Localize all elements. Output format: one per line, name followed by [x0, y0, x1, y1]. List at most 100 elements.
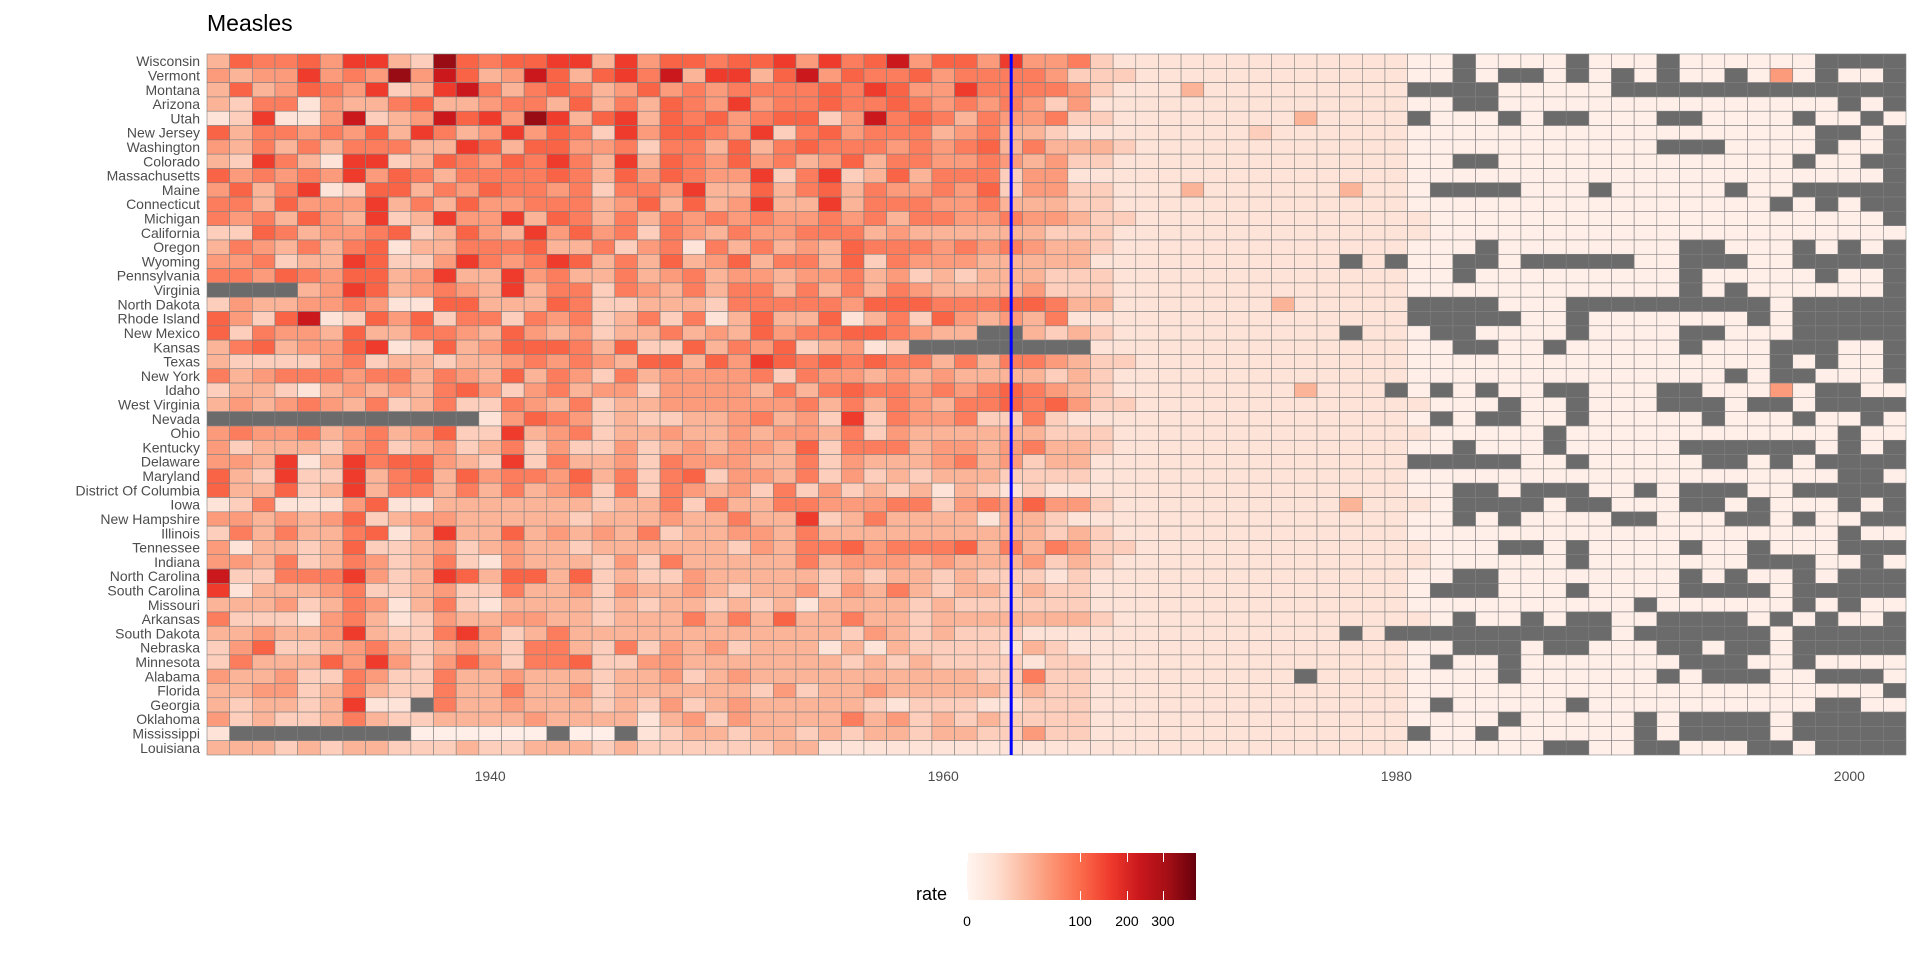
heatmap-cell: [840, 182, 865, 198]
heatmap-cell: [1180, 339, 1205, 355]
heatmap-cell: [342, 411, 366, 427]
heatmap-cell: [1475, 668, 1499, 684]
heatmap-cell: [1429, 683, 1454, 699]
heatmap-cell: [1701, 339, 1726, 355]
heatmap-cell: [1384, 726, 1408, 742]
heatmap-cell: [1724, 110, 1748, 126]
heatmap-cell: [365, 683, 389, 699]
heatmap-cell: [1860, 425, 1884, 441]
heatmap-cell: [1022, 711, 1046, 727]
heatmap-cell: [1520, 96, 1544, 112]
heatmap-cell: [886, 268, 910, 284]
heatmap-cell: [1543, 296, 1567, 312]
heatmap-cell: [501, 153, 525, 169]
heatmap-cell: [863, 211, 887, 226]
heatmap-cell: [682, 325, 706, 341]
heatmap-cell: [478, 96, 502, 112]
heatmap-cell: [1248, 511, 1273, 527]
heatmap-cell: [1883, 540, 1907, 556]
heatmap-cell: [1022, 354, 1046, 370]
heatmap-cell: [1271, 497, 1295, 513]
heatmap-cell: [750, 625, 774, 641]
heatmap-cell: [1565, 225, 1590, 241]
heatmap-cell: [1135, 640, 1159, 656]
heatmap-cell: [1701, 239, 1726, 255]
heatmap-cell: [1203, 354, 1227, 370]
heatmap-cell: [591, 554, 616, 570]
heatmap-cell: [1294, 368, 1318, 384]
heatmap-cell: [1271, 654, 1295, 670]
heatmap-cell: [1475, 168, 1499, 184]
heatmap-cell: [1429, 268, 1454, 284]
heatmap-cell: [1271, 53, 1295, 69]
heatmap-cell: [659, 268, 684, 284]
heatmap-cell: [1022, 125, 1046, 141]
heatmap-cell: [1588, 683, 1612, 699]
heatmap-cell: [1090, 268, 1114, 284]
heatmap-cell: [1203, 110, 1227, 126]
heatmap-cell: [501, 311, 525, 327]
heatmap-cell: [682, 497, 706, 513]
heatmap-cell: [297, 110, 321, 126]
heatmap-cell: [1135, 540, 1159, 556]
heatmap-cell: [1860, 225, 1884, 241]
heatmap-cell: [1452, 683, 1476, 699]
heatmap-cell: [1769, 53, 1794, 69]
heatmap-cell: [1815, 654, 1839, 670]
heatmap-cell: [1520, 697, 1544, 713]
heatmap-cell: [1452, 82, 1476, 98]
heatmap-cell: [1792, 282, 1816, 298]
heatmap-cell: [1022, 568, 1046, 584]
heatmap-cell: [1271, 597, 1295, 613]
heatmap-cell: [954, 382, 978, 398]
heatmap-cell: [1815, 196, 1839, 212]
heatmap-cell: [1067, 253, 1091, 269]
heatmap-cell: [1747, 554, 1771, 570]
heatmap-cell: [546, 583, 570, 598]
heatmap-cell: [659, 253, 684, 269]
heatmap-cell: [1860, 268, 1884, 284]
heatmap-cell: [455, 211, 480, 226]
heatmap-cell: [1112, 425, 1137, 441]
heatmap-cell: [546, 425, 570, 441]
heatmap-cell: [1497, 53, 1522, 69]
heatmap-cell: [433, 325, 457, 341]
heatmap-cell: [1883, 82, 1907, 98]
heatmap-cell: [795, 683, 819, 699]
heatmap-cell: [1475, 611, 1499, 627]
heatmap-cell: [1044, 239, 1069, 255]
heatmap-cell: [614, 325, 638, 341]
heatmap-cell: [1429, 282, 1454, 298]
heatmap-cell: [1497, 296, 1522, 312]
heatmap-cell: [863, 611, 887, 627]
heatmap-cell: [1203, 468, 1227, 484]
heatmap-cell: [1792, 411, 1816, 427]
heatmap-cell: [365, 82, 389, 98]
heatmap-cell: [501, 439, 525, 455]
heatmap-cell: [840, 382, 865, 398]
heatmap-cell: [591, 82, 616, 98]
heatmap-cell: [1497, 740, 1522, 756]
heatmap-cell: [727, 96, 751, 112]
heatmap-cell: [569, 68, 593, 83]
heatmap-cell: [773, 511, 797, 527]
heatmap-cell: [1090, 697, 1114, 713]
heatmap-cell: [1679, 740, 1703, 756]
heatmap-cell: [1815, 53, 1839, 69]
heatmap-cell: [750, 110, 774, 126]
heatmap-cell: [410, 497, 434, 513]
heatmap-cell: [1769, 225, 1794, 241]
heatmap-cell: [637, 68, 661, 83]
heatmap-cell: [1248, 525, 1273, 541]
heatmap-cell: [365, 368, 389, 384]
heatmap-cell: [1316, 196, 1340, 212]
heatmap-cell: [433, 511, 457, 527]
heatmap-cell: [319, 168, 344, 184]
heatmap-cell: [1815, 382, 1839, 398]
heatmap-cell: [1203, 697, 1227, 713]
heatmap-cell: [1135, 611, 1159, 627]
heatmap-cell: [1203, 640, 1227, 656]
heatmap-cell: [1769, 640, 1794, 656]
heatmap-cell: [1565, 125, 1590, 141]
heatmap-cell: [1067, 68, 1091, 83]
